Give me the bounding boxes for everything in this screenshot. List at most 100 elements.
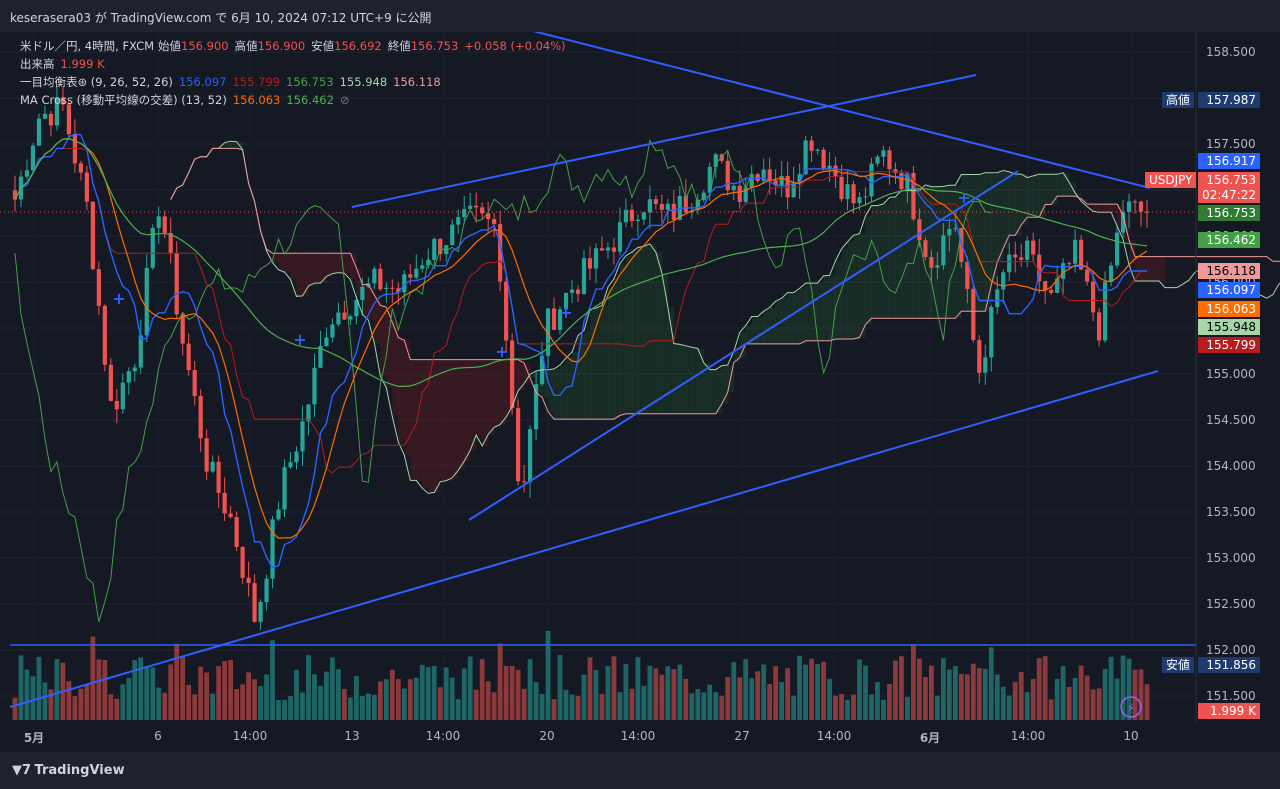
price-label-7: 156.063 xyxy=(1198,301,1260,317)
volume-bar xyxy=(491,692,497,720)
publish-info: keserasera03 が TradingView.com で 6月 10, … xyxy=(10,11,432,25)
candle-body xyxy=(995,289,1000,308)
kumo-segment xyxy=(1087,204,1094,207)
kumo-segment xyxy=(715,369,723,414)
price-label-1: 156.917 xyxy=(1198,153,1260,169)
volume-bar xyxy=(1042,656,1048,720)
volume-bar xyxy=(845,699,850,720)
volume-bar xyxy=(413,677,419,720)
trendline xyxy=(351,74,977,208)
volume-bar xyxy=(1054,678,1060,720)
kumo-segment xyxy=(997,172,1004,263)
tradingview-logo[interactable]: ▼7 TradingView xyxy=(12,763,125,778)
volume-bar xyxy=(449,677,455,720)
candle-body xyxy=(833,165,838,177)
kumo-segment xyxy=(410,359,417,481)
volume-bar xyxy=(922,677,928,720)
x-tick-label: 20 xyxy=(539,729,555,743)
volume-bar xyxy=(12,697,18,720)
lightning-icon[interactable] xyxy=(1120,696,1142,718)
legend-hidden-icon[interactable]: ⊘ xyxy=(339,93,350,107)
kumo-segment xyxy=(979,174,986,312)
volume-bar xyxy=(324,671,329,720)
kumo-segment xyxy=(961,174,968,312)
kumo-segment xyxy=(1003,170,1010,249)
kumo-segment xyxy=(350,253,357,280)
candle-body xyxy=(264,578,269,603)
volume-bar xyxy=(1030,678,1036,720)
candle-body xyxy=(671,203,676,220)
kumo-segment xyxy=(446,359,453,481)
volume-bar xyxy=(222,661,228,720)
kumo-segment xyxy=(374,295,381,344)
kumo-segment xyxy=(1045,174,1052,205)
price-label-4: 156.462 xyxy=(1198,232,1260,248)
kumo-segment xyxy=(278,253,286,270)
candle-body xyxy=(96,269,101,306)
candle-body xyxy=(102,305,107,365)
volume-bar xyxy=(210,693,216,720)
candle-body xyxy=(30,145,36,171)
candle-body xyxy=(611,247,617,252)
candle-body xyxy=(1085,269,1090,282)
volume-bar xyxy=(455,699,461,720)
ma-cross-marker: + xyxy=(957,188,970,207)
volume-bar xyxy=(677,664,683,720)
volume-bar xyxy=(635,657,641,720)
candle-body xyxy=(731,185,736,191)
kumo-segment xyxy=(230,141,238,149)
volume-bar xyxy=(575,695,581,720)
volume-bar xyxy=(443,667,449,720)
kumo-segment xyxy=(643,246,651,414)
volume-bar xyxy=(958,673,964,720)
candle-body xyxy=(162,216,167,233)
candle-body xyxy=(468,205,473,209)
volume-bar xyxy=(665,666,671,720)
trendlines[interactable] xyxy=(9,32,1159,708)
volume-bar xyxy=(228,660,234,720)
volume-bar xyxy=(168,664,174,720)
volume-bar xyxy=(964,674,970,720)
legend-tenkan: 156.097 xyxy=(178,75,227,89)
kumo-segment xyxy=(781,298,789,344)
volume-bar xyxy=(1084,675,1090,720)
y-tick-label: 151.500 xyxy=(1206,689,1256,703)
kumo-segment xyxy=(745,325,753,344)
volume-bar xyxy=(785,668,791,720)
kumo-segment xyxy=(655,252,663,414)
kumo-segment xyxy=(1135,256,1142,282)
volume-bar xyxy=(611,656,617,720)
price-chart[interactable]: + + + + + ⚡ xyxy=(0,32,1280,752)
kumo-segment xyxy=(368,284,375,321)
candle-body xyxy=(575,289,581,295)
candle-body xyxy=(623,209,629,223)
candle-body xyxy=(330,324,335,338)
legend-high-label: 高値 xyxy=(234,39,258,53)
trendline xyxy=(9,370,1159,708)
candle-body xyxy=(1043,281,1048,291)
candle-body xyxy=(228,513,233,518)
legend-kijun: 155.799 xyxy=(232,75,281,89)
y-tick-label: 153.000 xyxy=(1206,551,1256,565)
volume-bar xyxy=(282,699,287,720)
tenkan-line xyxy=(14,133,1147,569)
candle-body xyxy=(42,113,48,119)
kumo-segment xyxy=(691,347,699,414)
candle-body xyxy=(180,314,185,344)
candle-body xyxy=(917,219,922,241)
candle-body xyxy=(887,150,892,170)
candle-body xyxy=(150,227,155,268)
volume-bar xyxy=(521,688,527,720)
volume-bar xyxy=(84,685,90,720)
candle-body xyxy=(545,308,551,356)
volume-bar xyxy=(54,659,60,720)
x-tick-label: 10 xyxy=(1123,729,1139,743)
kumo-segment xyxy=(1099,204,1106,213)
candle-body xyxy=(779,175,784,186)
volume-bar xyxy=(18,655,24,720)
candles[interactable] xyxy=(12,85,1150,630)
volume-bar xyxy=(911,643,916,720)
volume-bar xyxy=(198,666,204,720)
candle-body xyxy=(839,176,844,200)
volume-bar xyxy=(839,693,844,720)
